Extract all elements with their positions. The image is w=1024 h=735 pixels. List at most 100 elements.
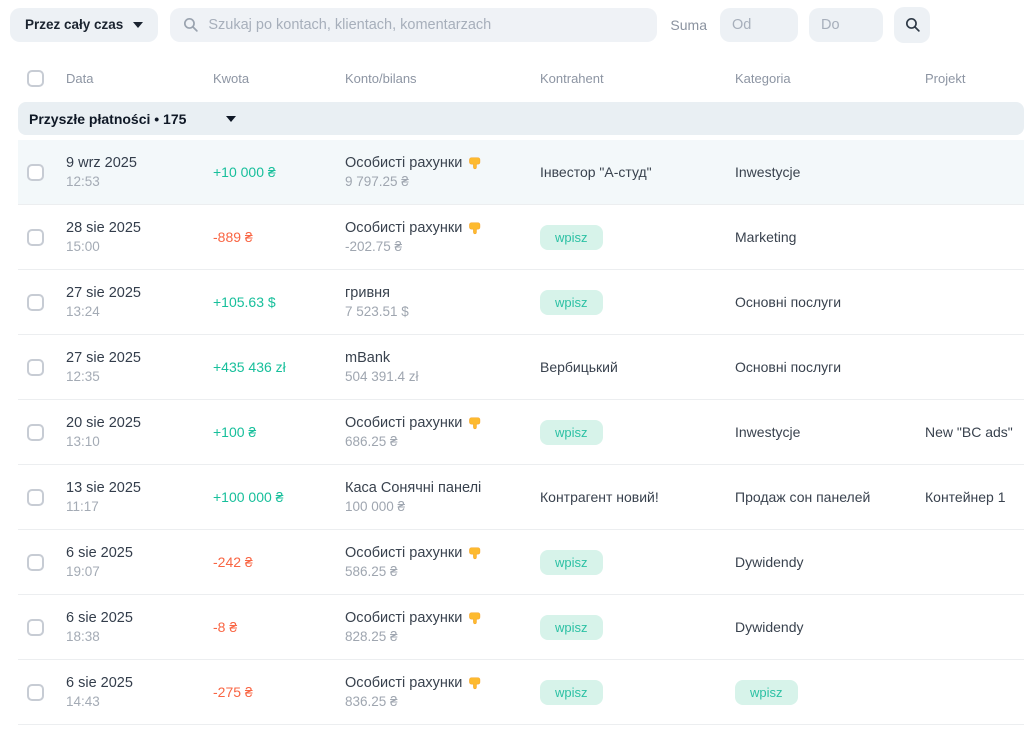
row-balance: 7 523.51 $	[345, 304, 409, 319]
table-row[interactable]: 6 sie 2025 14:43 -275 ₴ Особисті рахунки…	[18, 660, 1024, 725]
hand-pointing-down-icon	[469, 157, 481, 170]
kategoria-value: Основні послуги	[735, 359, 842, 375]
row-date: 27 sie 2025	[66, 285, 141, 301]
row-account: Особисті рахунки	[345, 155, 463, 171]
period-filter-button[interactable]: Przez cały czas	[10, 7, 159, 42]
row-balance: 828.25 ₴	[345, 629, 398, 644]
kontrahent-value: Вербицький	[540, 359, 618, 375]
table-row[interactable]: 9 wrz 2025 12:53 +10 000 ₴ Особисті раху…	[18, 140, 1024, 205]
group-header-label: Przyszłe płatności • 175	[29, 110, 187, 127]
row-amount: +10 000 ₴	[213, 164, 276, 180]
kontrahent-value: Контрагент новий!	[540, 489, 659, 505]
row-date: 20 sie 2025	[66, 415, 141, 431]
toolbar: Przez cały czas Suma	[0, 0, 1024, 44]
kontrahent-value: Інвестор "А-студ"	[540, 164, 652, 180]
kontrahent-wpisz-badge[interactable]: wpisz	[540, 549, 603, 575]
row-checkbox[interactable]	[27, 553, 44, 571]
row-time: 11:17	[66, 499, 99, 514]
row-time: 14:43	[66, 694, 100, 709]
kategoria-wpisz-badge[interactable]: wpisz	[735, 679, 798, 705]
row-balance: 586.25 ₴	[345, 564, 398, 579]
kontrahent-wpisz-badge[interactable]: wpisz	[540, 224, 603, 250]
column-header-kwota: Kwota	[213, 70, 250, 86]
row-balance: 9 797.25 ₴	[345, 174, 409, 189]
search-box[interactable]	[170, 7, 658, 42]
table-row[interactable]: 20 sie 2025 13:10 +100 ₴ Особисті рахунк…	[18, 400, 1024, 465]
hand-pointing-down-icon	[469, 612, 481, 625]
search-input[interactable]	[208, 16, 646, 33]
row-account: гривня	[345, 285, 391, 301]
suma-label: Suma	[670, 16, 707, 33]
period-filter-label: Przez cały czas	[25, 17, 124, 32]
row-checkbox[interactable]	[27, 228, 44, 246]
row-balance: 836.25 ₴	[345, 694, 398, 709]
row-date: 28 sie 2025	[66, 220, 141, 236]
sum-from-input[interactable]	[720, 7, 798, 42]
column-header-konto: Konto/bilans	[345, 70, 417, 86]
row-account: Особисті рахунки	[345, 610, 463, 626]
row-checkbox[interactable]	[27, 163, 44, 181]
row-amount: +105.63 $	[213, 294, 276, 310]
table-row[interactable]: 28 sie 2025 15:00 -889 ₴ Особисті рахунк…	[18, 205, 1024, 270]
row-time: 19:07	[66, 564, 100, 579]
column-header-data: Data	[66, 70, 94, 86]
row-account: mBank	[345, 350, 391, 366]
row-amount: +435 436 zł	[213, 359, 286, 375]
kontrahent-wpisz-badge[interactable]: wpisz	[540, 419, 603, 445]
row-amount: -275 ₴	[213, 684, 253, 700]
row-account: Особисті рахунки	[345, 415, 463, 431]
sum-to-input[interactable]	[809, 7, 883, 42]
kontrahent-wpisz-badge[interactable]: wpisz	[540, 289, 603, 315]
hand-pointing-down-icon	[469, 417, 481, 430]
column-header-kontrahent: Kontrahent	[540, 70, 604, 86]
select-all-checkbox[interactable]	[27, 69, 44, 87]
row-date: 13 sie 2025	[66, 480, 141, 496]
table-row[interactable]: 27 sie 2025 12:35 +435 436 zł mBank 504 …	[18, 335, 1024, 400]
search-icon	[184, 17, 199, 32]
row-checkbox[interactable]	[27, 488, 44, 506]
hand-pointing-down-icon	[469, 677, 481, 690]
row-time: 12:35	[66, 369, 100, 384]
projekt-value: New "BC ads"	[925, 424, 1013, 440]
row-amount: -8 ₴	[213, 619, 238, 635]
row-balance: 100 000 ₴	[345, 499, 406, 514]
kontrahent-wpisz-badge[interactable]: wpisz	[540, 679, 603, 705]
table-row[interactable]: 13 sie 2025 11:17 +100 000 ₴ Каса Сонячн…	[18, 465, 1024, 530]
column-header-kategoria: Kategoria	[735, 70, 791, 86]
row-checkbox[interactable]	[27, 293, 44, 311]
row-checkbox[interactable]	[27, 618, 44, 636]
row-time: 13:10	[66, 434, 100, 449]
row-amount: -242 ₴	[213, 554, 253, 570]
row-time: 18:38	[66, 629, 100, 644]
kategoria-value: Продаж сон панелей	[735, 489, 871, 505]
row-date: 9 wrz 2025	[66, 155, 137, 171]
row-account: Каса Сонячні панелі	[345, 480, 482, 496]
row-checkbox[interactable]	[27, 358, 44, 376]
group-header-future-payments[interactable]: Przyszłe płatności • 175	[18, 102, 1024, 135]
row-time: 15:00	[66, 239, 100, 254]
row-account: Особисті рахунки	[345, 220, 463, 236]
kategoria-value: Основні послуги	[735, 294, 842, 310]
row-date: 6 sie 2025	[66, 610, 133, 626]
row-account: Особисті рахунки	[345, 675, 463, 691]
row-date: 6 sie 2025	[66, 545, 133, 561]
kategoria-value: Inwestycje	[735, 164, 801, 180]
table-row[interactable]: 6 sie 2025 19:07 -242 ₴ Особисті рахунки…	[18, 530, 1024, 595]
transactions-table: Data Kwota Konto/bilans Kontrahent Kateg…	[18, 60, 1024, 725]
row-balance: -202.75 ₴	[345, 239, 403, 254]
row-time: 12:53	[66, 174, 100, 189]
table-row[interactable]: 27 sie 2025 13:24 +105.63 $ гривня 7 523…	[18, 270, 1024, 335]
kategoria-value: Dywidendy	[735, 554, 804, 570]
kategoria-value: Marketing	[735, 229, 797, 245]
table-header-row: Data Kwota Konto/bilans Kontrahent Kateg…	[18, 60, 1024, 96]
kategoria-value: Dywidendy	[735, 619, 804, 635]
apply-search-button[interactable]	[894, 6, 930, 43]
kontrahent-wpisz-badge[interactable]: wpisz	[540, 614, 603, 640]
hand-pointing-down-icon	[469, 222, 481, 235]
kategoria-value: Inwestycje	[735, 424, 801, 440]
chevron-down-icon	[226, 115, 237, 122]
row-checkbox[interactable]	[27, 423, 44, 441]
row-checkbox[interactable]	[27, 683, 44, 701]
chevron-down-icon	[133, 21, 144, 28]
table-row[interactable]: 6 sie 2025 18:38 -8 ₴ Особисті рахунки 8…	[18, 595, 1024, 660]
